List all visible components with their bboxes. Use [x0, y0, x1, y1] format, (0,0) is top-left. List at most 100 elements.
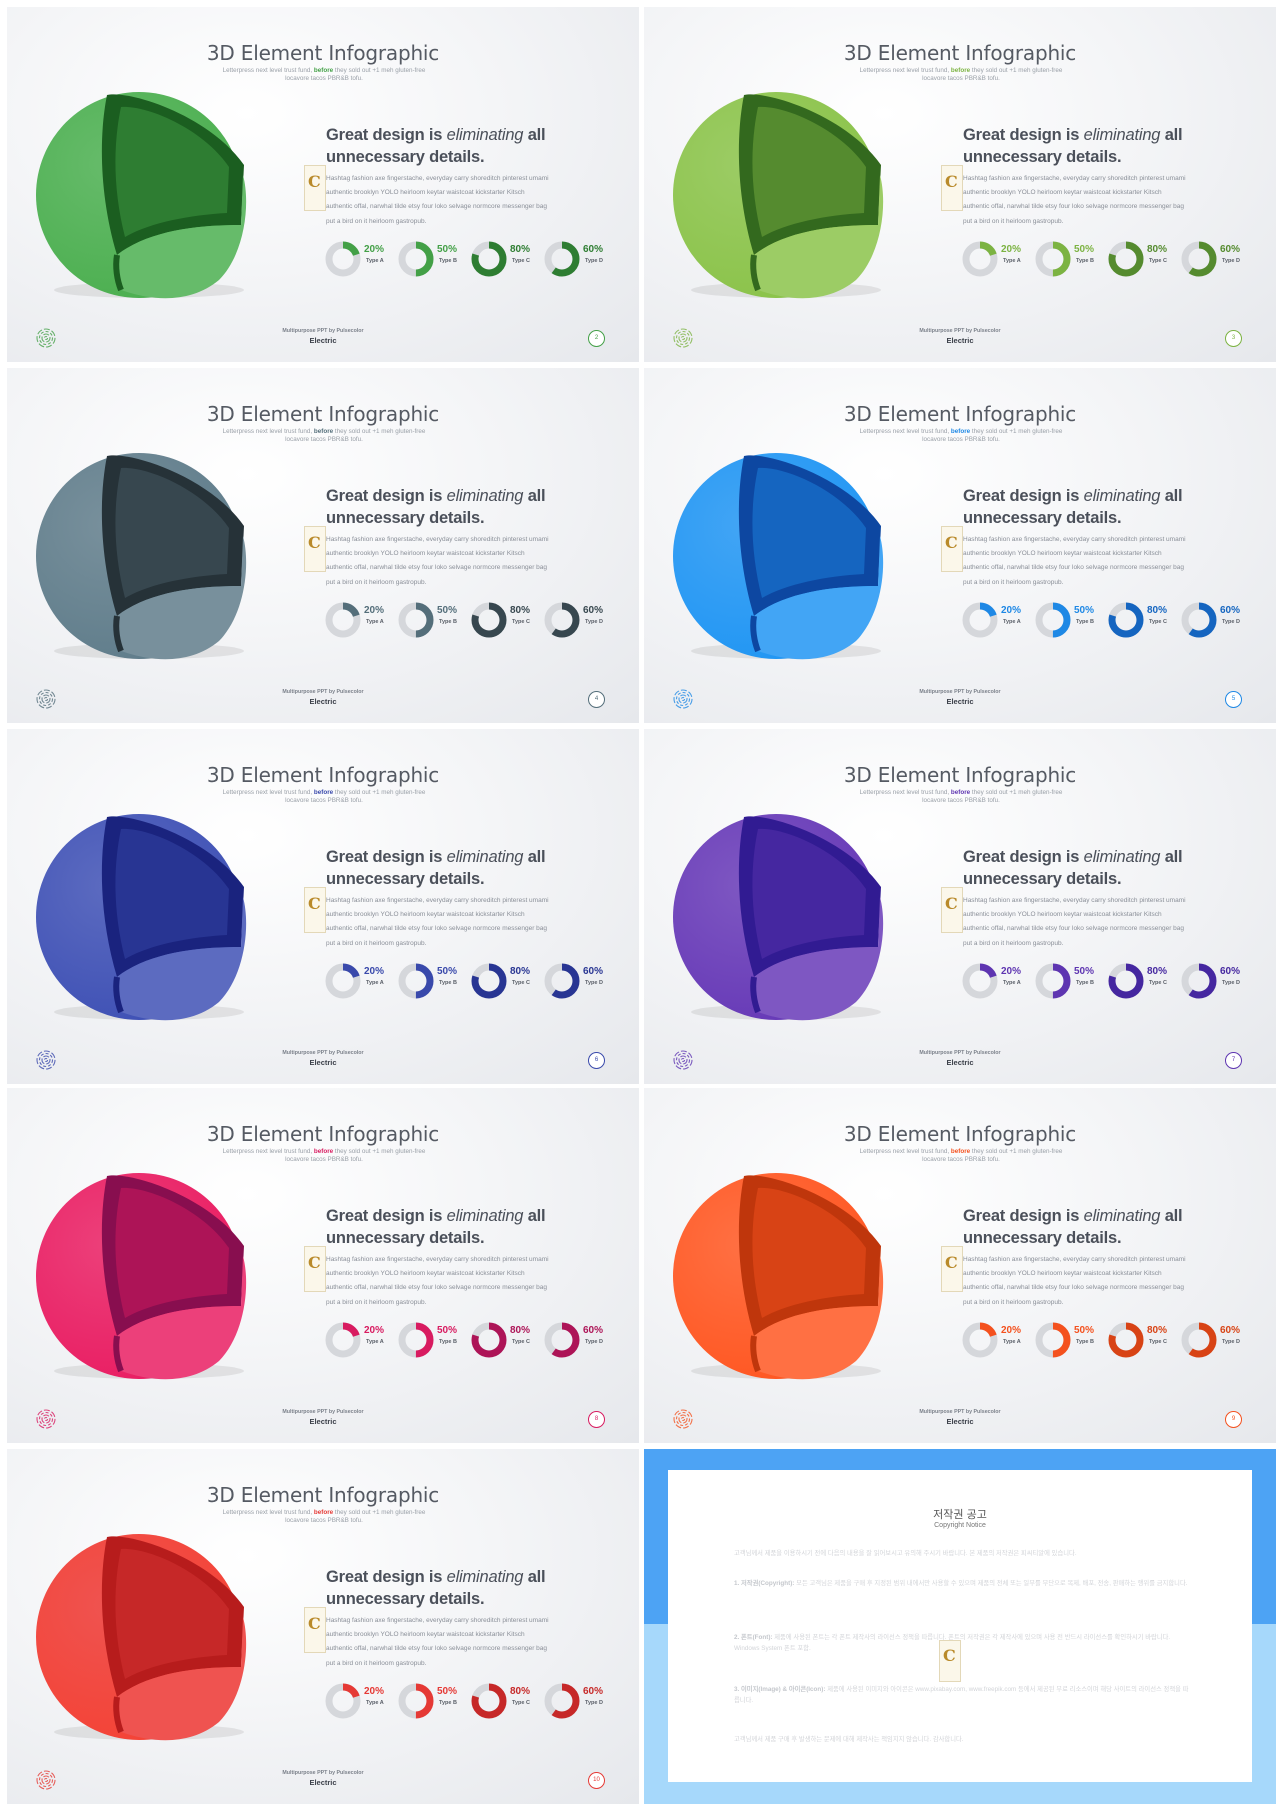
donut-chart: 20% Type A [323, 239, 384, 284]
donut-percent: 20% [1001, 605, 1022, 616]
subtitle-text: locavore tacos PBR&B tofu. [922, 75, 1000, 82]
slide-subtitle: Letterpress next level trust fund, befor… [850, 789, 1072, 805]
donut-value-arc [962, 602, 998, 638]
fingerprint-icon [673, 689, 693, 709]
subtitle-text: Letterpress next level trust fund, [859, 67, 950, 74]
footer-credit: Multipurpose PPT by Pulsecolor [919, 689, 1001, 695]
donut-chart: 60% Type D [542, 1320, 603, 1365]
slide-title: 3D Element Infographic [206, 763, 440, 787]
sphere-3d-graphic [673, 814, 884, 1021]
brand-logo-letter: C [308, 1614, 321, 1633]
subtitle-text: locavore tacos PBR&B tofu. [922, 1156, 1000, 1163]
fingerprint-icon [36, 1050, 56, 1070]
donut-percent: 50% [1074, 244, 1095, 255]
donut-percent: 80% [510, 244, 531, 255]
footer-brand: Electric [309, 1417, 337, 1426]
donut-type-label: Type C [512, 980, 530, 986]
donut-type-label: Type D [585, 980, 603, 986]
donut-value-arc [398, 1322, 434, 1358]
sphere-3d-graphic [36, 92, 247, 299]
slide-title: 3D Element Infographic [843, 41, 1077, 65]
brand-logo: C [304, 887, 326, 933]
donut-value-arc [325, 963, 361, 999]
donut-ring [398, 241, 434, 277]
body-line: authentic brooklyn YOLO heirloom keytar … [326, 1631, 525, 1639]
donut-ring [1035, 1322, 1071, 1358]
footer-brand: Electric [309, 336, 337, 345]
donut-value-arc [398, 1683, 434, 1719]
body-line: authentic brooklyn YOLO heirloom keytar … [326, 911, 525, 919]
donut-chart: 80% Type C [1106, 239, 1167, 284]
sphere-edge [113, 1696, 124, 1734]
slide-title: 3D Element Infographic [206, 1122, 440, 1146]
brand-logo-letter: C [308, 894, 321, 913]
copyright-outro: 고객님께서 제품 구매 후 발생하는 문제에 대해 제작사는 책임지지 않습니다… [734, 1736, 964, 1743]
donut-value-arc [398, 241, 434, 277]
donut-percent: 60% [583, 605, 604, 616]
body-line: put a bird on it heirloom gastropub. [326, 578, 427, 586]
donut-type-label: Type C [512, 1700, 530, 1706]
headline-emphasis: eliminating [1083, 848, 1161, 866]
donut-chart: 20% Type A [960, 600, 1021, 645]
headline-part: all [527, 848, 546, 866]
donut-type-label: Type B [1076, 619, 1094, 625]
donut-chart: 20% Type A [960, 961, 1021, 1006]
donut-type-label: Type C [1149, 258, 1167, 264]
subtitle-text: locavore tacos PBR&B tofu. [285, 436, 363, 443]
donut-value-arc [1181, 1322, 1217, 1358]
donut-ring [325, 1322, 361, 1358]
subtitle-text: locavore tacos PBR&B tofu. [285, 75, 363, 82]
body-line: put a bird on it heirloom gastropub. [963, 939, 1064, 947]
donut-chart: 60% Type D [542, 239, 603, 284]
sphere-3d-graphic [673, 92, 884, 299]
fingerprint-icon [36, 1770, 56, 1790]
slide-subtitle: Letterpress next level trust fund, befor… [850, 67, 1072, 83]
donut-chart: 80% Type C [469, 961, 530, 1006]
headline-line2: unnecessary details. [326, 1229, 485, 1247]
headline-part: Great design is [963, 1207, 1080, 1225]
footer-brand: Electric [946, 697, 974, 706]
brand-logo: C [941, 526, 963, 572]
donut-value-arc [471, 1683, 507, 1719]
donut-value-arc [544, 1322, 580, 1358]
infographic-slide: 3D Element Infographic Letterpress next l… [7, 7, 639, 362]
donut-chart-row: 20% Type A 50% Type B 80% Type C 60% Type D [960, 600, 1260, 644]
donut-chart: 50% Type B [396, 1320, 457, 1365]
body-line: authentic offal, narwhal tilde etsy four… [326, 1645, 548, 1653]
donut-percent: 50% [437, 1325, 458, 1336]
donut-percent: 50% [437, 244, 458, 255]
donut-chart: 50% Type B [396, 1681, 457, 1726]
headline-emphasis: eliminating [1083, 487, 1161, 505]
copyright-section-2-head: 2. 폰트(Font): [734, 1634, 773, 1641]
sphere-inner-face [752, 1187, 866, 1318]
body-line: put a bird on it heirloom gastropub. [326, 1298, 427, 1306]
brand-logo: C [941, 887, 963, 933]
donut-ring [544, 963, 580, 999]
infographic-slide: 3D Element Infographic Letterpress next l… [644, 1088, 1276, 1443]
donut-type-label: Type C [1149, 619, 1167, 625]
donut-chart-row: 20% Type A 50% Type B 80% Type C 60% Type D [323, 961, 623, 1005]
donut-ring [398, 1322, 434, 1358]
slide-subtitle: Letterpress next level trust fund, befor… [213, 789, 435, 805]
body-paragraph: Hashtag fashion axe fingerstache, everyd… [963, 1253, 1221, 1310]
brand-logo-letter: C [308, 1253, 321, 1272]
donut-value-arc [1181, 241, 1217, 277]
headline: Great design is eliminating all unnecessa… [326, 1205, 546, 1249]
donut-ring [1035, 602, 1071, 638]
donut-type-label: Type B [439, 1700, 457, 1706]
infographic-slide: 3D Element Infographic Letterpress next l… [644, 7, 1276, 362]
slide-title: 3D Element Infographic [843, 1122, 1077, 1146]
headline-line2: unnecessary details. [963, 870, 1122, 888]
body-line: authentic offal, narwhal tilde etsy four… [326, 1284, 548, 1292]
body-paragraph: Hashtag fashion axe fingerstache, everyd… [326, 1614, 584, 1671]
body-line: authentic brooklyn YOLO heirloom keytar … [963, 911, 1162, 919]
donut-type-label: Type D [1222, 619, 1240, 625]
donut-type-label: Type D [1222, 980, 1240, 986]
donut-type-label: Type D [585, 1700, 603, 1706]
infographic-slide: 3D Element Infographic Letterpress next l… [7, 1088, 639, 1443]
page-number: 4 [588, 691, 605, 708]
donut-percent: 50% [437, 1686, 458, 1697]
donut-chart: 80% Type C [469, 239, 530, 284]
sphere-inner-face [752, 828, 866, 959]
body-line: authentic brooklyn YOLO heirloom keytar … [963, 1270, 1162, 1278]
